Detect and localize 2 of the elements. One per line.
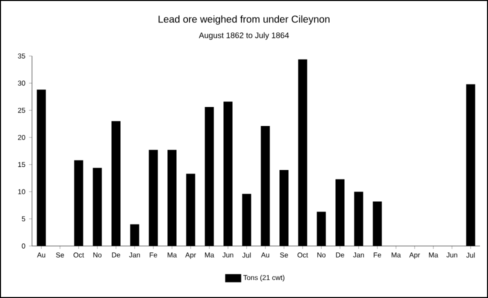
chart-subtitle: August 1862 to July 1864 xyxy=(198,32,289,40)
chart-title: Lead ore weighed from under Cileynon xyxy=(158,15,330,25)
